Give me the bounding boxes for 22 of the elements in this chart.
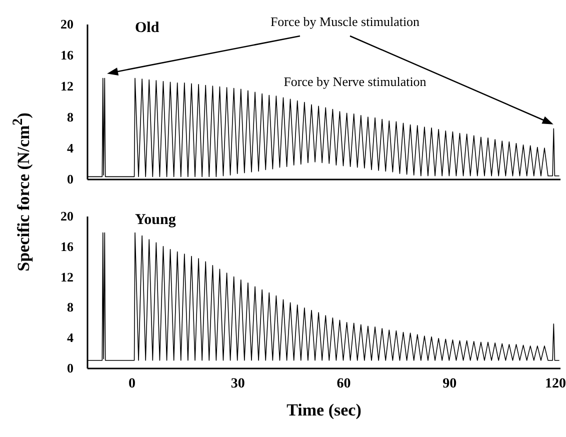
annotation: Force by Nerve stimulation: [284, 74, 427, 89]
y-tick-label: 16: [60, 48, 74, 62]
y-tick-label: 12: [60, 78, 74, 94]
x-tick-label: 0: [128, 376, 136, 392]
x-tick-label: 30: [230, 376, 245, 392]
x-tick-label: 60: [336, 376, 351, 392]
y-tick-label: 4: [67, 330, 74, 346]
y-tick-label: 0: [67, 360, 74, 376]
y-tick-label: 4: [67, 140, 74, 156]
y-tick-label: 16: [60, 238, 74, 254]
y-tick-label: 20: [60, 208, 74, 224]
y-tick-label: 12: [60, 269, 74, 284]
annotation: Force by Muscle stimulation: [270, 14, 420, 29]
chart-title: Old: [135, 20, 160, 36]
y-tick-label: 0: [67, 172, 74, 186]
y-tick-label: 20: [60, 16, 74, 32]
chart-title: Young: [135, 212, 176, 228]
x-axis-title: Time (sec): [286, 400, 362, 420]
x-tick-label: 90: [442, 376, 457, 392]
y-tick-label: 8: [67, 300, 74, 315]
y-tick-label: 8: [67, 110, 74, 124]
x-tick-label: 120: [545, 376, 566, 392]
